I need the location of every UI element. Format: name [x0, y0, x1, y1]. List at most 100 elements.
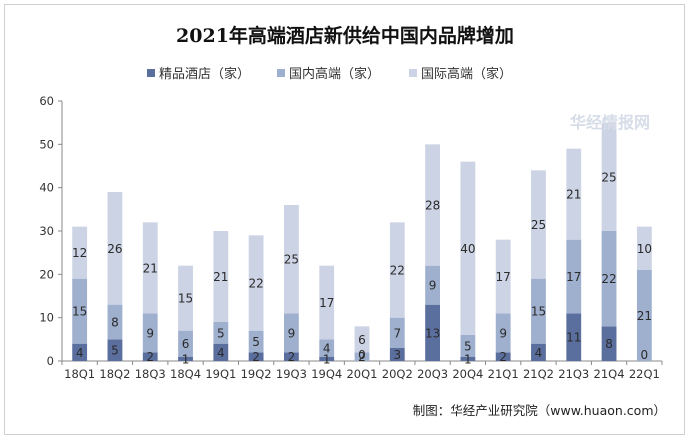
- bar-segment: [460, 356, 476, 361]
- bar-segment: [601, 122, 617, 231]
- bar-segment: [460, 335, 476, 357]
- x-tick-label: 18Q3: [135, 367, 166, 381]
- data-label: 25: [284, 253, 299, 267]
- bar-segment: [389, 348, 405, 361]
- x-tick-label: 20Q1: [346, 367, 377, 381]
- bar-segment: [566, 313, 582, 361]
- data-label: 17: [496, 270, 511, 284]
- bar-segment: [213, 322, 229, 344]
- bar-segment: [566, 239, 582, 314]
- data-label: 3: [393, 348, 401, 362]
- x-tick-label: 20Q3: [417, 367, 448, 381]
- data-label: 15: [72, 305, 87, 319]
- watermark: 华经情报网: [570, 113, 650, 132]
- bar-segment: [495, 313, 511, 353]
- data-label: 9: [499, 326, 507, 340]
- x-tick-label: 19Q2: [241, 367, 272, 381]
- data-label: 9: [146, 326, 154, 340]
- bar-segment: [248, 352, 264, 361]
- bar-segment: [142, 352, 158, 361]
- data-label: 6: [358, 333, 366, 347]
- legend-label: 国内高端（家）: [289, 66, 380, 82]
- bar-segment: [319, 356, 335, 361]
- bar-segment: [178, 356, 193, 361]
- bar-segment: [72, 343, 88, 361]
- bar-segment: [601, 326, 617, 361]
- bar-segment: [636, 226, 652, 270]
- legend-label: 国际高端（家）: [421, 66, 512, 82]
- data-label: 2: [358, 350, 366, 364]
- bar-segment: [248, 330, 264, 353]
- data-label: 13: [425, 326, 440, 340]
- data-label: 12: [72, 246, 87, 260]
- data-label: 9: [429, 279, 437, 293]
- data-label: 11: [566, 331, 581, 345]
- legend-swatch: [277, 69, 285, 77]
- bar-segment: [531, 278, 546, 344]
- x-tick-label: 20Q4: [452, 367, 483, 381]
- bar-segment: [213, 343, 229, 361]
- data-label: 1: [464, 352, 472, 366]
- data-label: 25: [601, 170, 616, 184]
- legend: 精品酒店（家） 国内高端（家） 国际高端（家）: [147, 66, 512, 82]
- bar-segment: [425, 304, 440, 361]
- y-tick-label: 40: [39, 181, 54, 195]
- data-label: 2: [146, 350, 154, 364]
- data-label: 7: [393, 326, 401, 340]
- legend-swatch: [409, 69, 417, 77]
- data-label: 21: [213, 270, 228, 284]
- data-label: 9: [288, 326, 296, 340]
- y-tick-label: 0: [47, 354, 54, 368]
- x-tick-label: 20Q2: [382, 367, 413, 381]
- data-label: 0: [358, 348, 366, 362]
- data-label: 4: [323, 342, 331, 356]
- data-label: 2: [499, 350, 507, 364]
- chart-title: 2021年高端酒店新供给中国内品牌增加: [176, 24, 514, 47]
- data-label: 5: [217, 326, 225, 340]
- bar-segment: [284, 352, 299, 361]
- x-tick-label: 18Q1: [64, 367, 95, 381]
- bar-segment: [460, 161, 476, 335]
- data-label: 0: [641, 348, 649, 362]
- bar-segment: [319, 339, 335, 357]
- bar-segment: [107, 339, 123, 361]
- y-tick-label: 60: [39, 94, 54, 108]
- data-label: 21: [637, 309, 652, 323]
- bar-segment: [142, 222, 158, 314]
- data-labels: 4151258262921161545212522292514170263722…: [72, 170, 652, 366]
- bar-segment: [531, 170, 546, 279]
- bar-segment: [142, 313, 158, 353]
- bar-segment: [495, 239, 511, 314]
- bar-segment: [284, 205, 299, 314]
- data-label: 8: [605, 337, 613, 351]
- data-label: 1: [182, 352, 190, 366]
- data-label: 25: [531, 218, 546, 232]
- bar-segment: [248, 235, 264, 331]
- bar-segment: [354, 352, 370, 361]
- data-label: 8: [111, 316, 119, 330]
- bar-segment: [284, 313, 299, 353]
- x-tick-label: 21Q2: [523, 367, 554, 381]
- y-tick-label: 50: [39, 137, 54, 151]
- x-tick-label: 18Q2: [99, 367, 130, 381]
- bar-segment: [72, 278, 88, 344]
- data-label: 2: [252, 350, 260, 364]
- bar-segment: [495, 352, 511, 361]
- y-tick-label: 10: [39, 311, 54, 325]
- data-label: 15: [531, 305, 546, 319]
- data-label: 5: [111, 344, 119, 358]
- bar-segment: [178, 330, 193, 357]
- bars: [72, 122, 652, 361]
- bar-segment: [178, 265, 193, 331]
- x-tick-label: 21Q3: [558, 367, 589, 381]
- data-label: 28: [425, 199, 440, 213]
- x-tick-label: 21Q4: [594, 367, 625, 381]
- legend-label: 精品酒店（家）: [159, 66, 250, 82]
- x-tick-label: 22Q1: [629, 367, 660, 381]
- data-label: 4: [217, 346, 225, 360]
- bar-segment: [107, 304, 123, 340]
- bar-segment: [566, 148, 582, 240]
- data-label: 1: [323, 352, 331, 366]
- bar-segment: [389, 222, 405, 318]
